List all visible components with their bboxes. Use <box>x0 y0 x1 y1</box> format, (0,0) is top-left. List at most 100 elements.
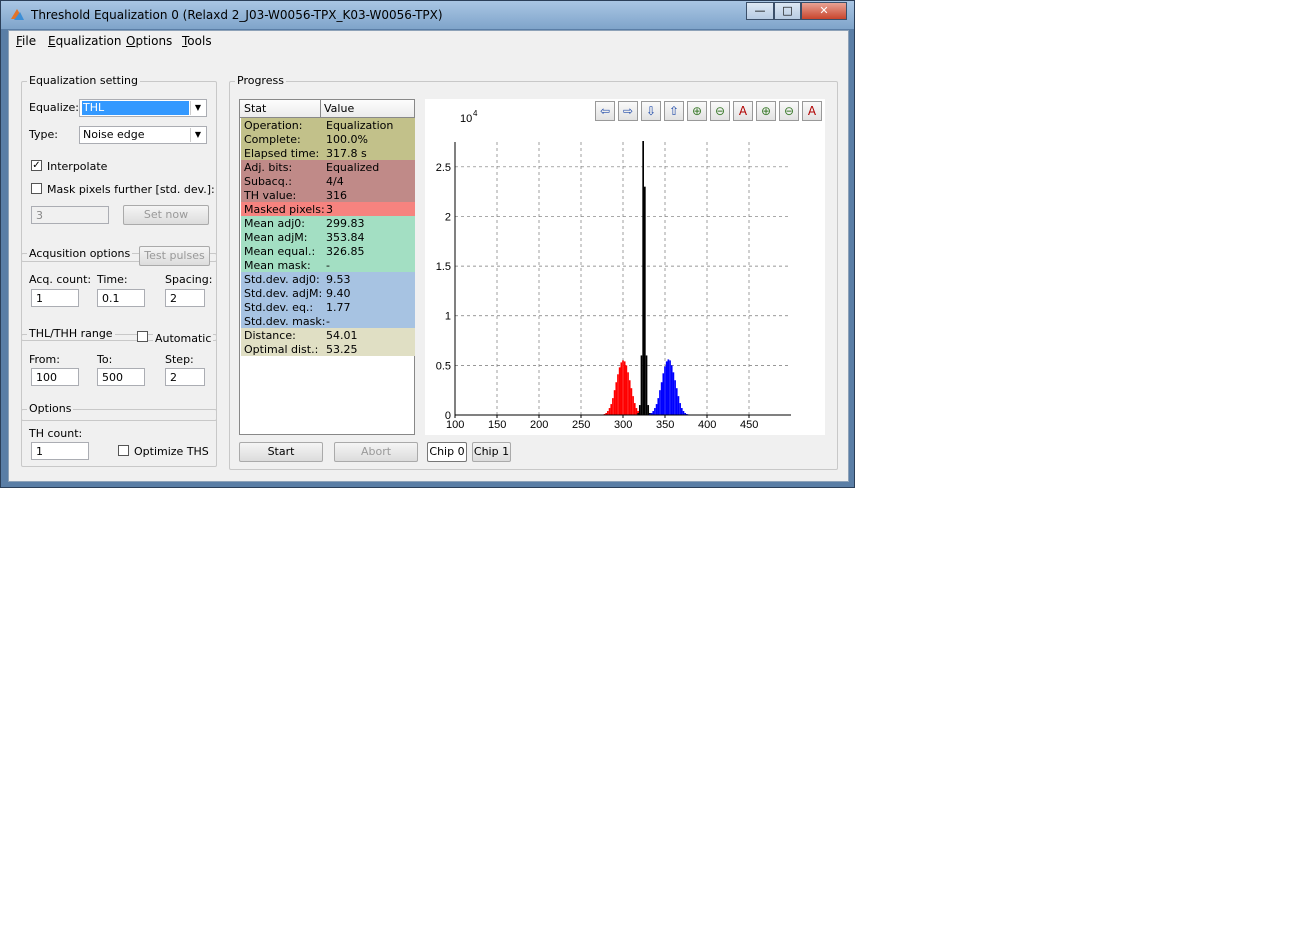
pan-down-icon[interactable]: ⇩ <box>641 101 661 121</box>
stat-name: Std.dev. mask: <box>244 315 326 328</box>
pan-up-icon[interactable]: ⇧ <box>664 101 684 121</box>
y-exponent-label: 10 <box>460 113 472 125</box>
histogram-bar <box>669 360 671 415</box>
start-button[interactable]: Start <box>239 442 323 462</box>
optimize-ths-label: Optimize THS <box>134 445 209 458</box>
title-bar[interactable]: Threshold Equalization 0 (Relaxd 2_J03-W… <box>1 1 854 29</box>
progress-group: Progress Stat Value Operation: Equalizati… <box>229 74 838 470</box>
spacing-label: Spacing: <box>165 273 213 286</box>
table-row[interactable]: Optimal dist.: 53.25 <box>241 342 415 356</box>
close-button[interactable]: ✕ <box>801 2 847 20</box>
abort-button[interactable]: Abort <box>334 442 418 462</box>
type-value: Noise edge <box>83 128 145 141</box>
zoom-y-in-icon[interactable]: ⊕ <box>756 101 776 121</box>
to-field[interactable]: 500 <box>97 368 145 386</box>
histogram-plot[interactable]: ⇦ ⇨ ⇩ ⇧ ⊕ ⊖ A ⊕ ⊖ A 100 150 200 250 300 350 400 450 0 0.5 1… <box>425 99 825 435</box>
table-row[interactable]: Std.dev. eq.: 1.77 <box>241 300 415 314</box>
from-field[interactable]: 100 <box>31 368 79 386</box>
y-tick-label: 0.5 <box>436 360 451 372</box>
chevron-down-icon[interactable]: ▼ <box>190 101 205 115</box>
stat-value: 3 <box>326 203 333 216</box>
y-tick-label: 1 <box>445 311 451 323</box>
menu-file[interactable]: File <box>16 34 37 48</box>
table-row[interactable]: Elapsed time: 317.8 s <box>241 146 415 160</box>
menu-tools[interactable]: Tools <box>182 34 212 48</box>
th-count-field[interactable]: 1 <box>31 442 89 460</box>
menu-equalization[interactable]: Equalization <box>48 34 122 48</box>
table-row[interactable]: Subacq.: 4/4 <box>241 174 415 188</box>
stat-name: Adj. bits: <box>244 161 293 174</box>
equalize-select[interactable]: THL ▼ <box>79 99 207 117</box>
zoom-in-icon[interactable]: ⊕ <box>687 101 707 121</box>
histogram-bar <box>655 404 658 415</box>
stat-name: Mean adj0: <box>244 217 305 230</box>
mask-stddev-field[interactable]: 3 <box>31 206 109 224</box>
step-label: Step: <box>165 353 194 366</box>
table-row[interactable]: Mean equal.: 326.85 <box>241 244 415 258</box>
histogram-bar <box>677 396 680 415</box>
histogram-bar <box>644 186 646 415</box>
table-row[interactable]: TH value: 316 <box>241 188 415 202</box>
minimize-button[interactable]: — <box>746 2 774 20</box>
table-row[interactable]: Std.dev. adj0: 9.53 <box>241 272 415 286</box>
table-header: Stat Value <box>240 100 414 118</box>
histogram-bar <box>633 403 636 415</box>
table-row[interactable]: Complete: 100.0% <box>241 132 415 146</box>
pan-left-icon[interactable]: ⇦ <box>595 101 615 121</box>
column-header-value[interactable]: Value <box>324 102 355 115</box>
histogram-bar <box>610 404 613 415</box>
table-row[interactable]: Mean adjM: 353.84 <box>241 230 415 244</box>
histogram-bar <box>627 372 629 415</box>
table-row[interactable]: Operation: Equalization <box>241 118 415 132</box>
histogram-bar <box>679 403 681 415</box>
histogram-bar <box>635 408 638 415</box>
stat-value: 1.77 <box>326 301 351 314</box>
set-now-button[interactable]: Set now <box>123 205 209 225</box>
x-tick-label: 250 <box>572 419 590 431</box>
y-tick-label: 0 <box>445 410 451 422</box>
table-row[interactable]: Std.dev. adjM: 9.40 <box>241 286 415 300</box>
stat-value: 4/4 <box>326 175 344 188</box>
spacing-field[interactable]: 2 <box>165 289 205 307</box>
time-field[interactable]: 0.1 <box>97 289 145 307</box>
table-row[interactable]: Std.dev. mask: - <box>241 314 415 328</box>
table-row[interactable]: Distance: 54.01 <box>241 328 415 342</box>
histogram-bar <box>675 388 678 415</box>
histogram-bar <box>638 405 641 415</box>
group-title: Progress <box>235 74 286 87</box>
stat-name: Masked pixels: <box>244 203 325 216</box>
stat-value: 299.83 <box>326 217 365 230</box>
optimize-ths-checkbox[interactable] <box>118 445 129 456</box>
stat-name: Complete: <box>244 133 301 146</box>
interpolate-checkbox[interactable]: ✓ <box>31 160 42 171</box>
acquisition-options-group: Acqusition options Test pulses Acq. coun… <box>21 246 217 341</box>
zoom-y-out-icon[interactable]: ⊖ <box>779 101 799 121</box>
table-row[interactable]: Mean mask: - <box>241 258 415 272</box>
menu-options[interactable]: Options <box>126 34 173 48</box>
column-header-stat[interactable]: Stat <box>244 102 267 115</box>
automatic-checkbox[interactable] <box>137 331 148 342</box>
test-pulses-button[interactable]: Test pulses <box>139 246 210 266</box>
histogram-bar <box>667 359 670 415</box>
table-row[interactable]: Adj. bits: Equalized <box>241 160 415 174</box>
stat-name: Elapsed time: <box>244 147 320 160</box>
x-tick-label: 350 <box>656 419 674 431</box>
step-field[interactable]: 2 <box>165 368 205 386</box>
mask-pixels-checkbox[interactable] <box>31 183 42 194</box>
maximize-button[interactable]: □ <box>774 2 801 20</box>
chip-1-button[interactable]: Chip 1 <box>472 442 511 462</box>
table-row[interactable]: Masked pixels: 3 <box>241 202 415 216</box>
histogram-bar <box>682 411 685 415</box>
acq-count-field[interactable]: 1 <box>31 289 79 307</box>
zoom-out-icon[interactable]: ⊖ <box>710 101 730 121</box>
chevron-down-icon[interactable]: ▼ <box>190 128 205 142</box>
pan-right-icon[interactable]: ⇨ <box>618 101 638 121</box>
acq-count-label: Acq. count: <box>29 273 92 286</box>
type-select[interactable]: Noise edge ▼ <box>79 126 207 144</box>
thl-range-group: THL/THH range Automatic From: 100 To: 50… <box>21 327 217 421</box>
y-tick-label: 2 <box>445 211 451 223</box>
auto-scale-y-icon[interactable]: A <box>802 101 822 121</box>
chip-0-button[interactable]: Chip 0 <box>427 442 467 462</box>
table-row[interactable]: Mean adj0: 299.83 <box>241 216 415 230</box>
auto-scale-icon[interactable]: A <box>733 101 753 121</box>
